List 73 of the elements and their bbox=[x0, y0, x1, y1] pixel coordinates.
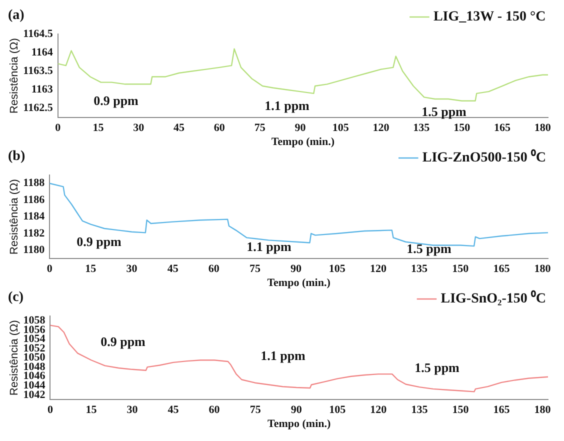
text: (a) bbox=[8, 8, 24, 24]
x-tick-label: 45 bbox=[167, 263, 179, 276]
text: (c) bbox=[8, 290, 24, 306]
legend-label: LIG_13W - 150 °C bbox=[433, 10, 546, 25]
y-tick-label: 1058 bbox=[23, 314, 46, 326]
annotation: 1.5 ppm bbox=[406, 241, 452, 257]
x-tick-label: 0 bbox=[46, 263, 53, 276]
x-tick-label: 180 bbox=[534, 404, 552, 416]
x-tick-label: 120 bbox=[372, 122, 390, 134]
y-tick-label: 1186 bbox=[23, 194, 46, 206]
annotation: 0.9 ppm bbox=[76, 234, 122, 250]
x-tick-label: 150 bbox=[452, 263, 470, 276]
annotation: 1.1 ppm bbox=[260, 348, 306, 364]
x-tick-label: 150 bbox=[454, 122, 471, 134]
x-tick-label: 15 bbox=[92, 122, 104, 134]
x-tick-label: 105 bbox=[332, 122, 350, 134]
y-tick-label: 1163 bbox=[31, 84, 54, 96]
annotation: 1.1 ppm bbox=[264, 98, 310, 114]
x-tick-label: 90 bbox=[290, 404, 302, 416]
annotation: 1.1 ppm bbox=[246, 239, 292, 255]
y-tick-label: 1180 bbox=[23, 244, 46, 256]
y-tick-label: 1184 bbox=[23, 210, 46, 223]
x-tick-label: 75 bbox=[254, 122, 266, 134]
x-tick-label: 120 bbox=[370, 263, 387, 276]
x-axis-title: Tempo (min.) bbox=[267, 277, 331, 290]
x-tick-label: 180 bbox=[534, 263, 552, 276]
x-axis-title: Tempo (min.) bbox=[271, 136, 335, 148]
x-tick-label: 45 bbox=[168, 404, 180, 416]
y-tick-label: 1056 bbox=[23, 324, 46, 336]
x-tick-label: 30 bbox=[133, 122, 145, 134]
x-tick-label: 60 bbox=[214, 122, 226, 134]
x-tick-label: 45 bbox=[174, 122, 186, 134]
y-tick-label: 1162.5 bbox=[23, 102, 54, 114]
x-tick-label: 135 bbox=[411, 263, 428, 276]
y-tick-label: 1046 bbox=[23, 370, 46, 382]
y-tick-label: 1163.5 bbox=[23, 65, 54, 77]
x-tick-label: 30 bbox=[126, 263, 138, 276]
y-axis-title: Resistência (Ω) bbox=[8, 179, 21, 255]
x-tick-label: 30 bbox=[126, 404, 138, 416]
annotation: 0.9 ppm bbox=[94, 93, 138, 109]
x-tick-label: 75 bbox=[250, 404, 262, 416]
x-tick-label: 60 bbox=[208, 263, 220, 276]
x-tick-label: 0 bbox=[55, 122, 62, 134]
x-tick-label: 15 bbox=[85, 263, 97, 276]
y-tick-label: 1182 bbox=[23, 227, 46, 240]
y-tick-label: 1188 bbox=[23, 177, 46, 190]
annotation: 1.5 ppm bbox=[422, 104, 466, 120]
text: (b) bbox=[8, 149, 26, 165]
x-tick-label: 75 bbox=[249, 263, 261, 276]
x-tick-label: 105 bbox=[329, 404, 346, 416]
x-tick-label: 90 bbox=[290, 263, 302, 276]
x-tick-label: 150 bbox=[452, 404, 470, 416]
x-tick-label: 165 bbox=[494, 122, 511, 134]
x-tick-label: 180 bbox=[534, 122, 552, 134]
x-tick-label: 120 bbox=[370, 404, 388, 416]
x-tick-label: 60 bbox=[208, 404, 220, 416]
x-axis-title: Tempo (min.) bbox=[268, 418, 332, 430]
x-tick-label: 165 bbox=[493, 263, 510, 276]
x-tick-label: 0 bbox=[47, 404, 54, 416]
x-tick-label: 90 bbox=[294, 122, 306, 134]
x-tick-label: 165 bbox=[493, 404, 510, 416]
x-tick-label: 15 bbox=[86, 404, 98, 416]
legend-label: LIG-ZnO500-150 ⁰C bbox=[422, 148, 546, 166]
x-tick-label: 135 bbox=[413, 122, 430, 134]
legend-label: LIG-SnO₂-150 ⁰C bbox=[440, 290, 546, 307]
x-tick-label: 105 bbox=[328, 263, 346, 276]
y-tick-label: 1164 bbox=[31, 46, 54, 58]
y-axis-title: Resistência (Ω) bbox=[8, 38, 21, 114]
y-axis-title: Resistência (Ω) bbox=[8, 320, 21, 396]
y-tick-label: 1164.5 bbox=[23, 28, 54, 40]
annotation: 1.5 ppm bbox=[414, 360, 460, 376]
x-tick-label: 135 bbox=[411, 404, 428, 416]
annotation: 0.9 ppm bbox=[100, 334, 146, 350]
